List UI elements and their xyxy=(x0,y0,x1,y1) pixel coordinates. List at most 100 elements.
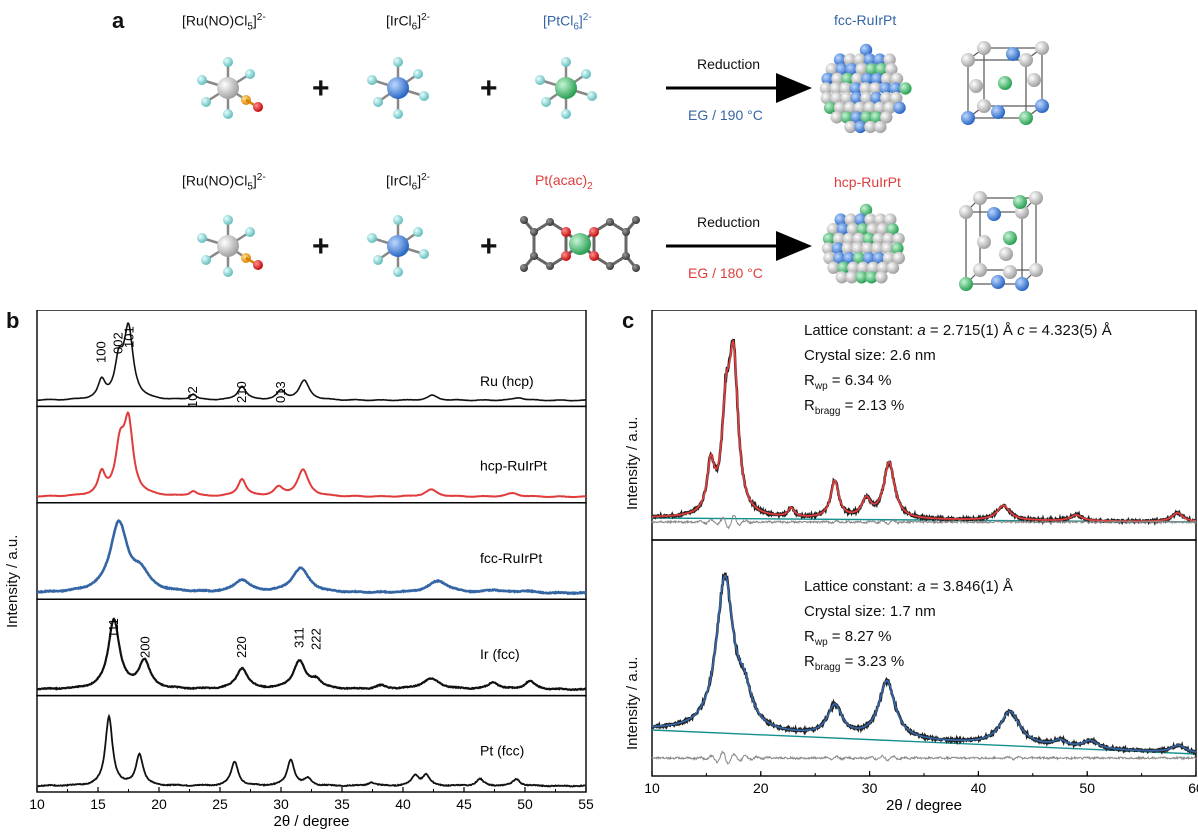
pt-acac-molecule xyxy=(520,216,640,272)
nanoparticle-atom xyxy=(886,223,899,236)
nanoparticle-atom xyxy=(833,101,847,114)
xrd-trace-hcp-ruirpt xyxy=(36,410,587,499)
panel-c-chart: 10 20 30 40 50 60 2θ / degree xyxy=(644,310,1198,814)
x-tick-label: 30 xyxy=(862,780,878,796)
nanoparticle-atom xyxy=(859,203,873,217)
fcc-index-label: 200 xyxy=(138,636,153,658)
nanoparticle-atom xyxy=(852,232,866,245)
trace-label: Ru (hcp) xyxy=(480,373,534,389)
nanoparticle-atom xyxy=(844,120,857,134)
nanoparticle-atom xyxy=(861,242,874,255)
nanoparticle-atom xyxy=(835,271,848,284)
nanoparticle-atom xyxy=(882,251,896,265)
nanoparticle-atom xyxy=(872,232,885,245)
difference-curve xyxy=(651,514,1197,530)
nanoparticle-atom xyxy=(821,72,834,86)
nanoparticle-atom xyxy=(854,120,867,134)
nanoparticle-atom xyxy=(879,82,892,95)
nanoparticle-atom xyxy=(875,271,888,284)
nanoparticle-atom xyxy=(861,72,874,86)
nanoparticle-atom xyxy=(852,251,866,265)
nanoparticle-atom xyxy=(860,91,873,105)
ru-complex-molecule xyxy=(197,57,263,119)
fcc-index-label: 220 xyxy=(234,636,249,658)
nanoparticle-atom xyxy=(873,101,886,114)
panel-a-letter: a xyxy=(112,8,125,33)
nanoparticle-atom xyxy=(855,271,868,284)
x-tick-label: 25 xyxy=(212,796,228,812)
nanoparticle-atom xyxy=(846,223,859,236)
x-tick-label: 50 xyxy=(1079,780,1095,796)
nanoparticle-atom xyxy=(825,62,838,76)
panel-c-xlabel: 2θ / degree xyxy=(886,797,962,814)
x-tick-label: 45 xyxy=(456,796,472,812)
nanoparticle-atom xyxy=(830,91,843,105)
x-tick-label: 50 xyxy=(517,796,533,812)
x-tick-label: 30 xyxy=(273,796,289,812)
nanoparticle-atom xyxy=(875,62,888,76)
nanoparticle-atom xyxy=(849,82,862,95)
nanoparticle-atom xyxy=(844,213,857,226)
nanoparticle-atom xyxy=(869,82,882,95)
observed-pattern xyxy=(651,572,1198,757)
x-tick-label: 15 xyxy=(90,796,106,812)
x-tick-label: 10 xyxy=(29,796,45,812)
ir-complex-molecule xyxy=(367,215,429,277)
hcp-nanoparticle xyxy=(821,203,905,284)
top-rwp: Rwp = 6.34 % xyxy=(804,372,892,392)
nanoparticle-atom xyxy=(857,261,870,274)
nanoparticle-atom xyxy=(882,232,895,245)
panel-b-letter: b xyxy=(6,308,20,333)
nanoparticle-atom xyxy=(850,111,863,124)
nanoparticle-atom xyxy=(831,242,845,255)
nanoparticle-atom xyxy=(876,223,889,236)
row2-reactant1-label: [Ru(NO)Cl5]2- xyxy=(182,172,266,193)
panel-b-xlabel: 2θ / degree xyxy=(274,813,350,830)
bottom-rwp: Rwp = 8.27 % xyxy=(804,628,892,648)
hcp-index-label: 013 xyxy=(273,381,288,403)
plus-sign: + xyxy=(312,72,330,105)
nanoparticle-atom xyxy=(865,62,878,76)
row1-product-label: fcc-RuIrPt xyxy=(834,12,897,28)
nanoparticle-atom xyxy=(854,213,867,226)
nanoparticle-atom xyxy=(821,242,835,255)
bottom-crystal-size: Crystal size: 1.7 nm xyxy=(804,603,936,620)
nanoparticle-atom xyxy=(890,91,903,105)
nanoparticle-atom xyxy=(884,213,897,226)
row1-reactant1-label: [Ru(NO)Cl5]2- xyxy=(182,12,266,33)
fcc-index-label: 222 xyxy=(308,628,323,650)
nanoparticle-atom xyxy=(893,101,906,114)
fcc-index-label: 311 xyxy=(291,627,306,648)
nanoparticle-atom xyxy=(862,251,876,265)
bottom-rbragg: Rbragg = 3.23 % xyxy=(804,653,905,673)
nanoparticle-atom xyxy=(847,261,860,274)
nanoparticle-atom xyxy=(850,91,863,105)
nanoparticle-atom xyxy=(845,62,858,76)
nanoparticle-atom xyxy=(899,82,912,95)
fcc-nanoparticle xyxy=(819,43,912,134)
plus-sign: + xyxy=(312,230,330,263)
row2-product-label: hcp-RuIrPt xyxy=(834,174,901,190)
nanoparticle-atom xyxy=(890,72,904,86)
xrd-trace-fcc-ruirpt xyxy=(36,518,587,596)
nanoparticle-atom xyxy=(856,223,869,236)
nanoparticle-atom xyxy=(843,101,857,114)
nanoparticle-atom xyxy=(839,82,853,95)
hcp-index-label: 102 xyxy=(185,386,200,408)
nanoparticle-atom xyxy=(823,101,837,114)
nanoparticle-atom xyxy=(891,242,904,255)
bottom-lattice-constant: Lattice constant: a = 3.846(1) Å xyxy=(804,578,1013,595)
fcc-unit-cell xyxy=(961,41,1049,125)
row1-reaction-label: Reduction xyxy=(697,56,761,72)
fitted-pattern-hcp-ruirpt xyxy=(652,339,1197,522)
xrd-trace-ir-fcc- xyxy=(36,617,587,692)
nanoparticle-atom xyxy=(820,91,833,105)
nanoparticle-atom xyxy=(892,232,905,245)
ru-complex-molecule xyxy=(197,215,263,277)
nanoparticle-atom xyxy=(876,261,890,274)
nanoparticle-atom xyxy=(860,111,873,124)
nanoparticle-atom xyxy=(862,232,875,245)
nanoparticle-atom xyxy=(826,223,840,236)
hcp-index-label: 002 xyxy=(111,332,126,354)
nanoparticle-atom xyxy=(829,82,843,95)
